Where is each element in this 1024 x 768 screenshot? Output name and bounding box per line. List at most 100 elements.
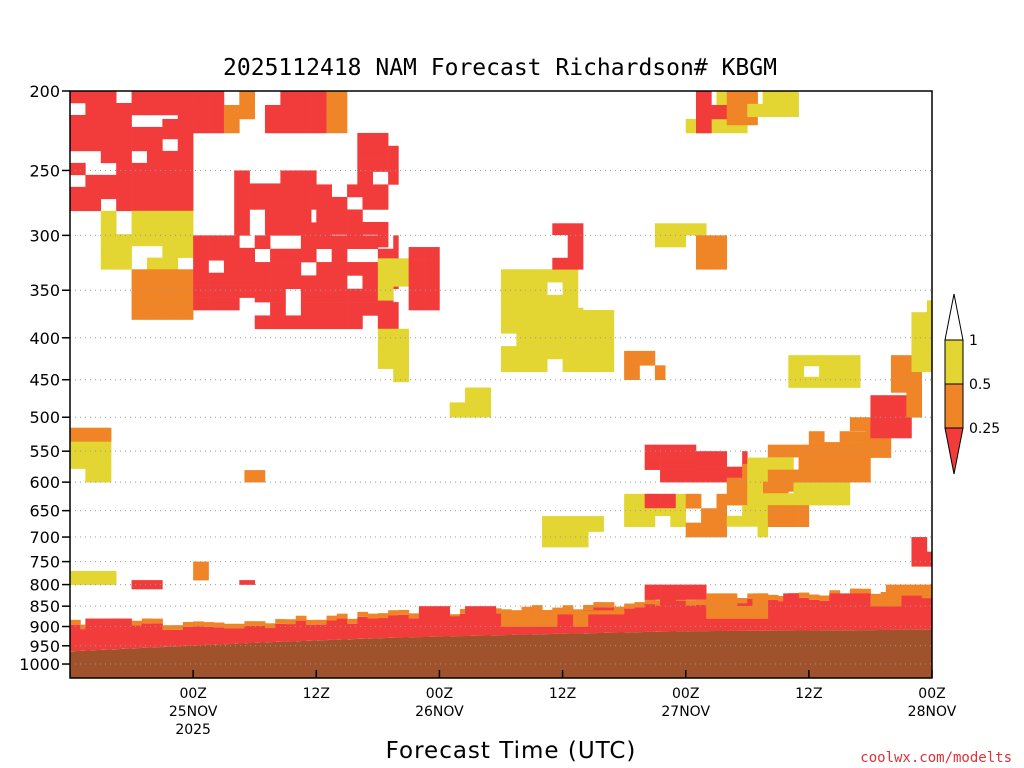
ri-cell-from-0-25-to-0-5	[326, 104, 343, 120]
ri-cell-from-0-5-to-1	[516, 282, 533, 296]
ri-cell-lt-0-25	[331, 275, 348, 290]
ri-cell-lt-0-25	[480, 616, 497, 627]
ri-cell-from-0-5-to-1	[808, 481, 825, 494]
ri-cell-from-0-5-to-1	[531, 346, 548, 360]
ri-cell-lt-0-25	[116, 138, 132, 152]
ri-cell-lt-0-25	[424, 272, 440, 286]
ri-cell-from-0-5-to-1	[516, 320, 533, 334]
ri-cell-lt-0-25	[162, 174, 179, 188]
ri-cell-from-0-5-to-1	[849, 376, 861, 388]
ri-cell-from-0-5-to-1	[516, 269, 533, 283]
y-tick-label: 800	[29, 576, 60, 595]
ri-cell-from-0-5-to-1	[465, 402, 481, 418]
ri-cell-from-0-25-to-0-5	[639, 350, 656, 366]
ri-cell-lt-0-25	[434, 616, 450, 627]
ri-cell-lt-0-25	[146, 138, 163, 152]
ri-cell-from-0-5-to-1	[654, 223, 671, 236]
ri-cell-lt-0-25	[675, 584, 692, 600]
ri-cell-from-0-25-to-0-5	[890, 367, 907, 381]
ri-cell-lt-0-25	[280, 183, 297, 197]
ri-cell-from-0-25-to-0-5	[100, 427, 112, 442]
ri-cell-lt-0-25	[644, 604, 656, 632]
ri-cell-lt-0-25	[675, 469, 692, 483]
ri-cell-lt-0-25	[362, 196, 379, 210]
ri-cell-0-25-0-5	[624, 603, 635, 609]
ri-cell-lt-0-25	[336, 618, 348, 640]
ri-cell-lt-0-25	[300, 275, 317, 290]
ri-cell-lt-0-25	[388, 158, 399, 172]
ri-cell-lt-0-25	[665, 602, 676, 632]
ri-cell-from-0-5-to-1	[911, 359, 928, 373]
ri-cell-from-0-5-to-1	[819, 376, 835, 388]
ri-cell-lt-0-25	[849, 593, 861, 631]
ri-cell-lt-0-25	[285, 315, 302, 330]
ri-cell-lt-0-25	[347, 221, 363, 235]
x-tick-label: 00Z	[672, 686, 699, 702]
ri-region	[788, 355, 861, 388]
ri-cell-lt-0-25	[695, 604, 707, 632]
ri-cell-from-0-25-to-0-5	[711, 246, 728, 259]
ri-cell-lt-0-25	[819, 600, 830, 631]
ri-cell-0-25-0-5	[388, 610, 399, 616]
ri-cell-from-0-5-to-1	[793, 103, 799, 118]
ri-cell-lt-0-25	[860, 593, 871, 631]
ri-cell-lt-0-25	[116, 186, 132, 200]
ri-cell-from-0-5-to-1	[100, 257, 117, 270]
ri-cell-from-0-25-to-0-5	[146, 269, 163, 283]
ri-cell-lt-0-25	[829, 593, 846, 611]
ri-cell-lt-0-25	[316, 624, 328, 641]
ri-cell-lt-0-25	[85, 91, 102, 104]
ri-cell-lt-0-25	[146, 198, 163, 212]
ri-cell-lt-0-25	[280, 196, 297, 210]
y-tick-label: 750	[29, 553, 60, 572]
ri-cell-lt-0-25	[285, 275, 302, 290]
ri-cell-0-25-0-5	[849, 588, 861, 594]
x-tick-label: 12Z	[303, 686, 330, 702]
ri-cell-lt-0-25	[234, 196, 250, 210]
ri-region	[583, 310, 615, 373]
ri-cell-from-0-5-to-1	[146, 257, 163, 270]
ri-cell-lt-0-25	[100, 629, 117, 641]
ri-cell-from-0-25-to-0-5	[783, 505, 799, 517]
ri-cell-from-0-5-to-1	[162, 210, 179, 223]
ri-cell-from-0-5-to-1	[146, 234, 163, 247]
ri-cell-from-0-5-to-1	[377, 355, 394, 369]
ri-cell-lt-0-25	[316, 288, 332, 303]
ri-cell-lt-0-25	[311, 118, 327, 134]
ri-cell-lt-0-25	[280, 222, 297, 236]
ri-cell-from-0-25-to-0-5	[798, 505, 810, 517]
ri-cell-from-0-5-to-1	[598, 347, 615, 360]
ri-cell-lt-0-25	[270, 248, 286, 263]
ri-cell-lt-0-25	[100, 618, 117, 630]
ri-cell-lt-0-25	[270, 262, 286, 276]
ri-region	[542, 516, 604, 548]
ri-region	[418, 606, 502, 627]
ri-cell-lt-0-25	[619, 614, 635, 629]
y-tick-label: 500	[29, 408, 60, 427]
ri-cell-lt-0-25	[295, 209, 312, 223]
ri-cell-lt-0-25	[424, 247, 440, 260]
ri-cell-from-0-25-to-0-5	[726, 491, 743, 506]
ri-cell-from-0-25-to-0-5	[341, 118, 348, 134]
ri-region	[193, 561, 209, 581]
ri-cell-lt-0-25	[234, 209, 250, 223]
ri-cell-lt-0-25	[331, 262, 348, 276]
ri-cell-lt-0-25	[70, 186, 86, 200]
ri-cell-0-25-0-5	[552, 607, 564, 613]
ri-cell-from-0-25-to-0-5	[849, 444, 866, 458]
ri-cell-from-0-25-to-0-5	[162, 294, 179, 308]
ri-cell-lt-0-25	[347, 315, 363, 330]
ri-cell-lt-0-25	[408, 618, 420, 638]
ri-cell-lt-0-25	[295, 170, 312, 184]
ri-cell-0-25-0-5	[285, 619, 297, 625]
ri-cell-from-0-5-to-1	[501, 320, 517, 334]
ri-cell-from-0-5-to-1	[562, 307, 579, 321]
ri-cell-from-0-25-to-0-5	[223, 118, 240, 134]
ri-cell-0-25-0-5	[295, 615, 307, 621]
ri-cell-from-0-5-to-1	[116, 234, 132, 247]
ri-cell-from-0-25-to-0-5	[721, 593, 738, 607]
ri-cell-lt-0-25	[465, 616, 481, 627]
ri-region	[408, 247, 440, 311]
ri-cell-from-0-5-to-1	[100, 245, 117, 258]
ri-cell-lt-0-25	[223, 247, 240, 261]
